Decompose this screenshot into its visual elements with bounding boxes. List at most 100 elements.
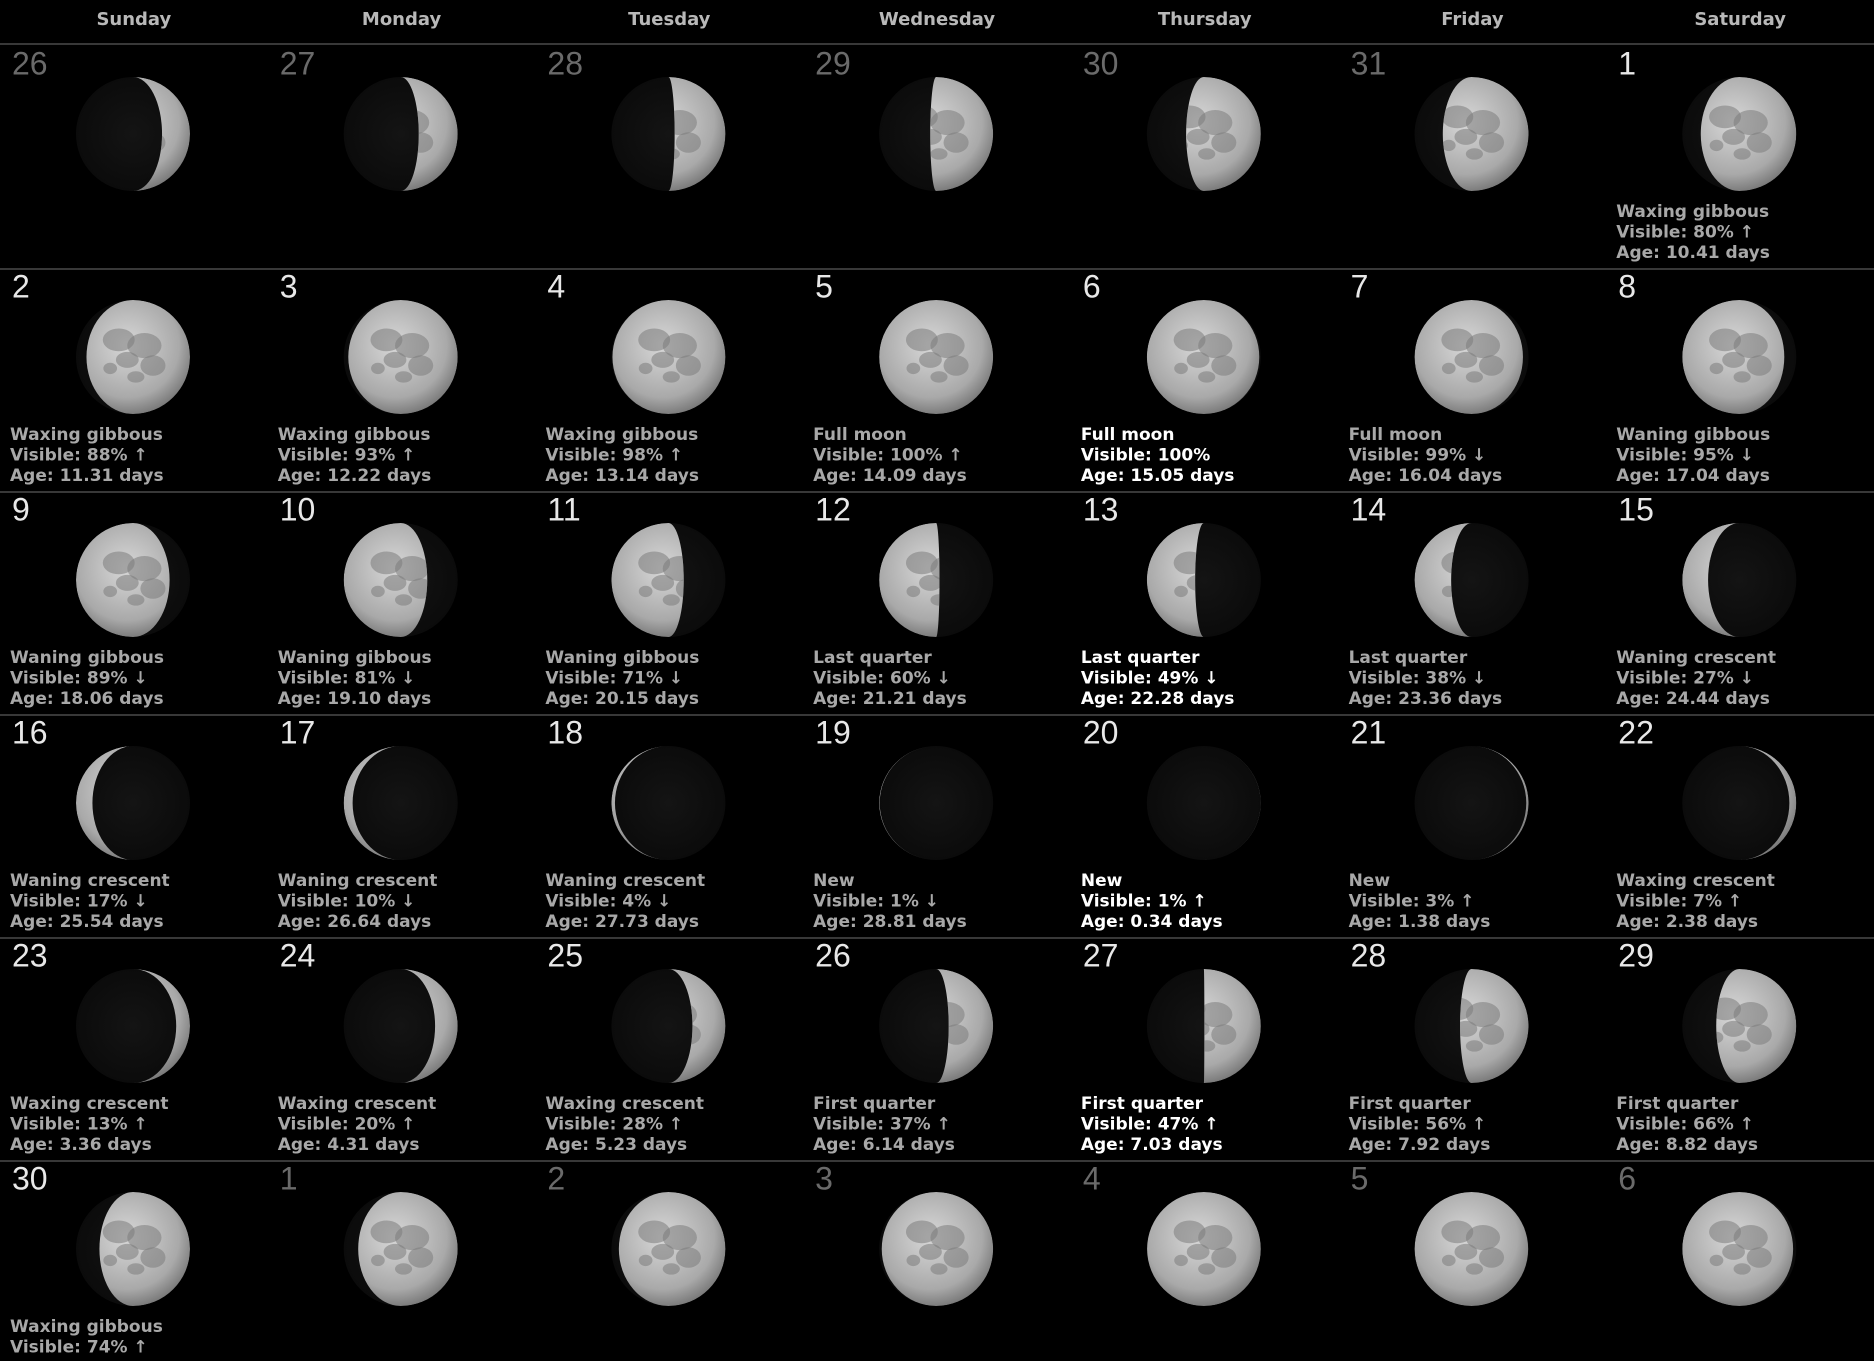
moon-mare — [906, 1254, 921, 1267]
day-cell: 6 — [1618, 1160, 1797, 1306]
moon-visible: Visible: 7% ↑ — [1616, 892, 1742, 912]
weekday-label: Sunday — [96, 9, 171, 30]
moon-mare — [662, 371, 680, 383]
moon-age: Age: 7.92 days — [1349, 1135, 1491, 1155]
moon-mare — [1454, 1243, 1478, 1260]
moon-mare — [395, 594, 413, 606]
moon-visible: Visible: 100% — [1081, 446, 1210, 466]
weekday-label: Saturday — [1694, 9, 1786, 30]
moon-dark-side — [343, 969, 458, 1083]
moon-mare — [1211, 355, 1237, 376]
moon-phase: First quarter — [1081, 1094, 1204, 1114]
moon-mare — [1211, 132, 1237, 153]
day-number: 3 — [815, 1160, 833, 1196]
day-number: 21 — [1351, 714, 1387, 750]
day-number: 31 — [1351, 45, 1387, 81]
day-number: 24 — [280, 937, 316, 973]
moon-mare — [1478, 1024, 1505, 1045]
moon-mare — [1709, 105, 1741, 129]
moon-mare — [1722, 128, 1745, 145]
day-cell: 27 — [280, 45, 458, 191]
moon-age: Age: 13.14 days — [545, 466, 699, 486]
moon-mare — [1465, 148, 1483, 160]
moon-visible: Visible: 56% ↑ — [1349, 1115, 1487, 1135]
moon-dark-side — [1682, 746, 1797, 860]
moon-age: Age: 7.03 days — [1081, 1135, 1223, 1155]
moon-mare — [102, 1220, 135, 1244]
day-number: 20 — [1083, 714, 1119, 750]
moon-age: Age: 18.06 days — [10, 689, 164, 709]
moon-mare — [919, 574, 940, 591]
moon-mare — [1478, 1247, 1505, 1268]
moon-mare — [638, 1220, 671, 1244]
weekday-label: Wednesday — [879, 9, 996, 30]
moon-visible: Visible: 10% ↓ — [278, 892, 416, 912]
moon-age: Age: 25.54 days — [10, 912, 164, 932]
moon-mare — [371, 585, 385, 598]
moon-mare — [370, 328, 403, 352]
moon-mare — [395, 556, 428, 582]
moon-mare — [1733, 371, 1751, 383]
moon-mare — [1746, 1024, 1772, 1045]
moon-mare — [905, 328, 938, 352]
moon-mare — [675, 132, 701, 153]
moon-visible: Visible: 95% ↓ — [1616, 446, 1754, 466]
moon-mare — [395, 371, 413, 383]
moon-mare — [1746, 355, 1772, 376]
moon-surface — [668, 969, 726, 1083]
moon-phase: Waning crescent — [10, 871, 170, 891]
moon-surface — [1146, 523, 1204, 637]
day-number: 4 — [1083, 1160, 1101, 1196]
moon-mare — [1442, 105, 1474, 129]
moon-phase: Waxing gibbous — [10, 425, 163, 445]
moon-mare — [930, 128, 942, 145]
moon-phase: New — [813, 871, 855, 891]
moon-phase: Waxing crescent — [1616, 871, 1775, 891]
moon-mare — [1465, 333, 1501, 359]
moon-phase: Waning crescent — [1616, 648, 1776, 668]
moon-mare — [1203, 1002, 1233, 1028]
moon-mare — [662, 1263, 680, 1275]
moon-age: Age: 11.31 days — [10, 466, 164, 486]
moon-mare — [930, 371, 948, 383]
moon-mare — [1746, 132, 1772, 153]
day-number: 27 — [280, 45, 316, 81]
moon-mare — [662, 333, 697, 359]
day-number: 6 — [1083, 268, 1101, 304]
moon-mare — [383, 1243, 407, 1260]
day-number: 9 — [12, 491, 30, 527]
moon-mare — [638, 362, 653, 375]
moon-mare — [662, 1225, 697, 1251]
moon-visible: Visible: 17% ↓ — [10, 892, 148, 912]
moon-lit-side — [1682, 300, 1785, 414]
day-number: 16 — [12, 714, 48, 750]
moon-lit-side — [1716, 969, 1797, 1083]
moon-surface — [936, 969, 994, 1083]
moon-lit-side — [86, 300, 190, 414]
moon-age: Age: 24.44 days — [1616, 689, 1770, 709]
moon-age: Age: 1.38 days — [1349, 912, 1491, 932]
moon-phase: Waxing crescent — [545, 1094, 704, 1114]
moon-mare — [1454, 351, 1478, 368]
day-number: 29 — [1618, 937, 1654, 973]
day-number: 8 — [1618, 268, 1636, 304]
moon-age: Age: 21.21 days — [813, 689, 967, 709]
moon-mare — [651, 351, 675, 368]
moon-mare — [1454, 128, 1478, 145]
moon-visible: Visible: 88% ↑ — [10, 446, 148, 466]
moon-mare — [103, 1254, 118, 1267]
moon-age: Age: 16.04 days — [1349, 466, 1503, 486]
moon-mare — [675, 355, 701, 376]
moon-age: Age: 20.15 days — [545, 689, 699, 709]
moon-visible: Visible: 80% ↑ — [1616, 223, 1754, 243]
moon-visible: Visible: 1% ↑ — [1081, 892, 1207, 912]
moon-mare — [675, 578, 684, 599]
moon-mare — [1198, 371, 1216, 383]
moon-age: Age: 17.04 days — [1616, 466, 1770, 486]
day-number: 10 — [280, 491, 316, 527]
moon-visible: Visible: 71% ↓ — [545, 669, 683, 689]
